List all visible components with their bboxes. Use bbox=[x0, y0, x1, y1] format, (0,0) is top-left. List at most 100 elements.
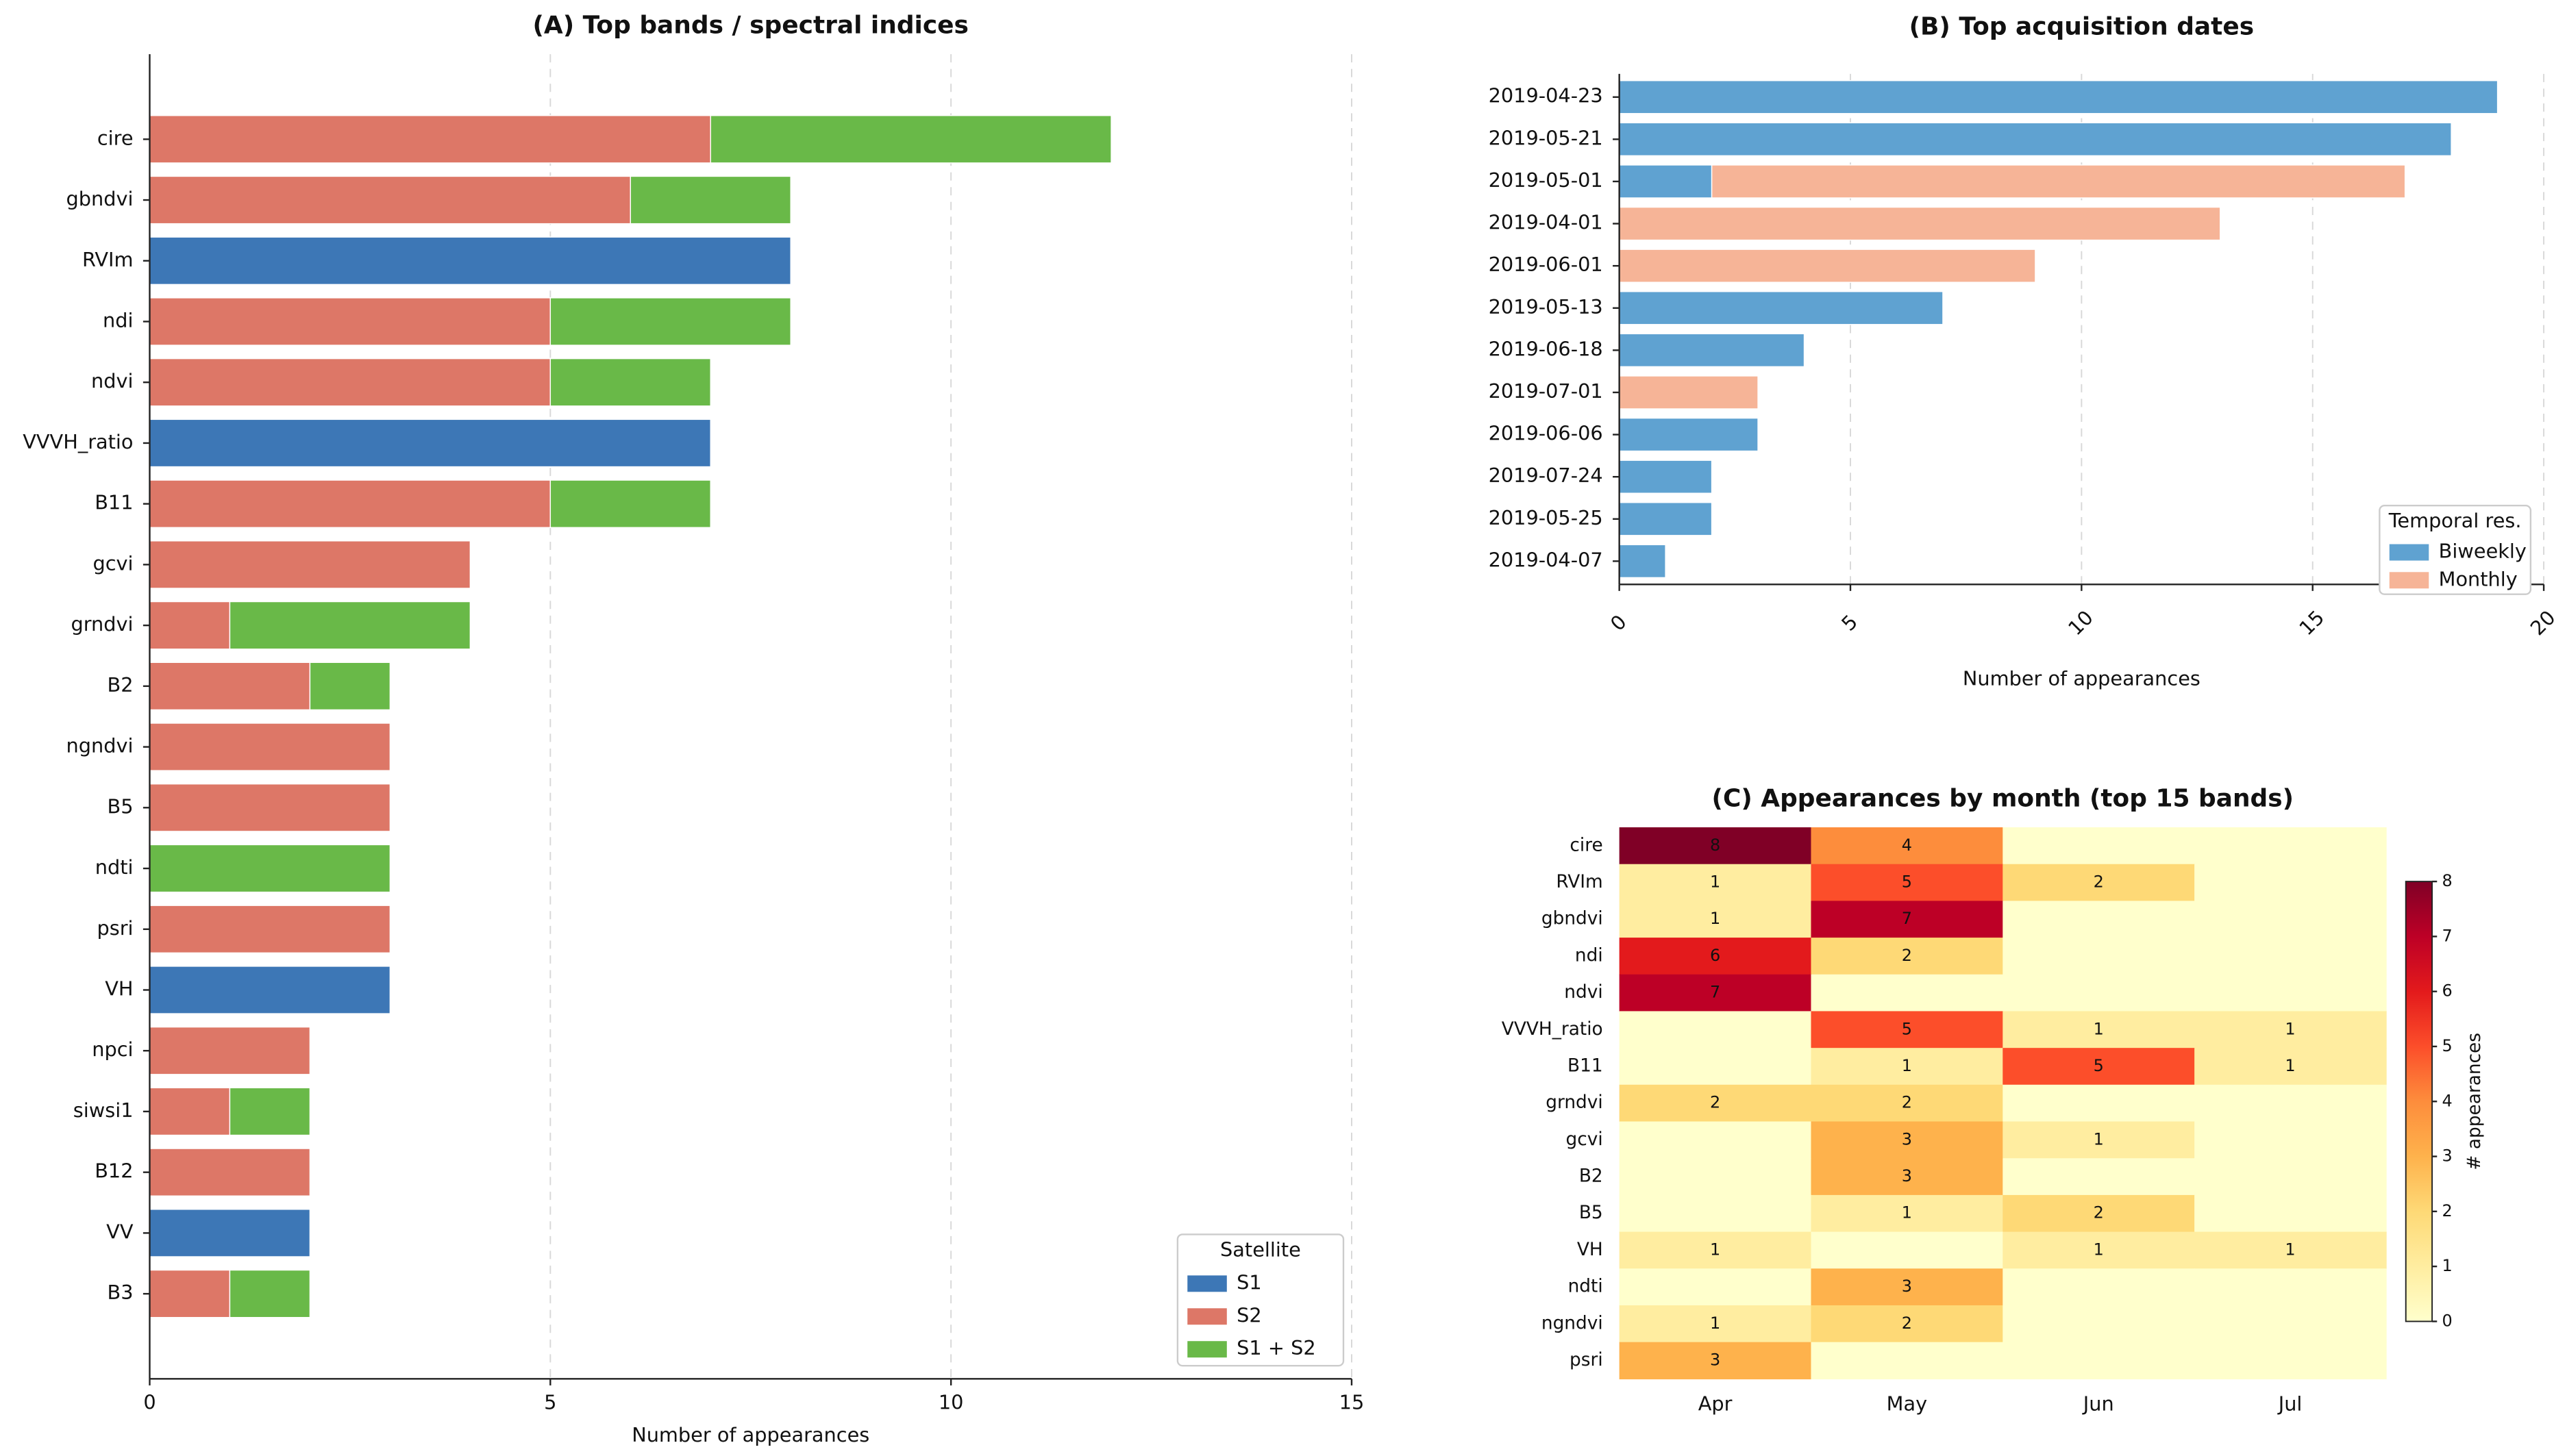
heatmap-cell bbox=[1619, 1305, 1812, 1343]
heatmap-cell bbox=[1811, 1121, 2004, 1159]
bar bbox=[229, 1087, 311, 1136]
y-tick-label: gbndvi bbox=[66, 187, 134, 210]
heatmap-cell bbox=[2194, 1121, 2387, 1159]
cell-label: 3 bbox=[1710, 1351, 1720, 1370]
y-tick-label: ndvi bbox=[91, 369, 133, 392]
bar bbox=[549, 297, 791, 346]
x-tick-label: 0 bbox=[1606, 610, 1631, 636]
y-tick-label: VV bbox=[106, 1220, 134, 1243]
y-tick-label: ndi bbox=[103, 308, 133, 331]
legend-label: S2 bbox=[1237, 1303, 1262, 1327]
legend-swatch bbox=[1187, 1308, 1227, 1325]
cell-label: 6 bbox=[1710, 946, 1720, 965]
cell-label: 1 bbox=[2285, 1019, 2295, 1038]
y-tick-label: gbndvi bbox=[1541, 909, 1603, 929]
cell-label: 7 bbox=[1710, 983, 1720, 1002]
heatmap-cell bbox=[2194, 1011, 2387, 1049]
bar bbox=[630, 175, 791, 225]
heatmap-cell bbox=[2002, 1231, 2195, 1269]
bar bbox=[1618, 206, 2221, 241]
heatmap-cell bbox=[2194, 938, 2387, 975]
cell-label: 1 bbox=[2094, 1019, 2104, 1038]
heatmap-cell bbox=[1619, 901, 1812, 938]
heatmap-cell bbox=[1619, 1158, 1812, 1196]
y-tick-label: ndti bbox=[95, 855, 134, 879]
colorbar-tick-label: 4 bbox=[2442, 1091, 2452, 1110]
bar bbox=[149, 357, 551, 407]
heatmap-cell bbox=[2002, 1268, 2195, 1306]
legend-title: Temporal res. bbox=[2388, 509, 2522, 532]
heatmap-cell bbox=[1811, 1158, 2004, 1196]
colorbar-label: # appearances bbox=[2464, 1033, 2485, 1170]
y-tick-label: 2019-06-06 bbox=[1489, 422, 1603, 445]
bar bbox=[1618, 460, 1713, 494]
cell-label: 1 bbox=[1902, 1203, 1912, 1222]
legend-label: Monthly bbox=[2439, 567, 2518, 590]
bar bbox=[149, 1209, 311, 1257]
y-tick-label: psri bbox=[97, 916, 133, 940]
y-tick-label: B3 bbox=[107, 1281, 133, 1304]
cell-label: 2 bbox=[1902, 1314, 1912, 1333]
bar bbox=[149, 966, 391, 1014]
cell-label: 2 bbox=[1710, 1093, 1720, 1112]
y-tick-label: cire bbox=[97, 126, 134, 149]
colorbar-tick-label: 3 bbox=[2442, 1146, 2452, 1166]
heatmap-cell bbox=[2002, 1084, 2195, 1122]
heatmap-cell bbox=[1811, 901, 2004, 938]
x-tick-label: 10 bbox=[2063, 605, 2098, 640]
y-tick-label: gcvi bbox=[1566, 1129, 1603, 1150]
y-tick-label: 2019-07-01 bbox=[1489, 379, 1603, 403]
chart-title: (C) Appearances by month (top 15 bands) bbox=[1712, 784, 2294, 812]
cell-label: 1 bbox=[1710, 1240, 1720, 1259]
bar bbox=[1618, 375, 1759, 410]
heatmap-cell bbox=[2194, 1158, 2387, 1196]
y-tick-label: 2019-04-07 bbox=[1489, 548, 1603, 571]
heatmap-cell bbox=[2194, 974, 2387, 1012]
heatmap-cell bbox=[1811, 1084, 2004, 1122]
bar bbox=[1618, 122, 2452, 157]
legend-box bbox=[1176, 1233, 1345, 1367]
y-tick-label: VH bbox=[105, 977, 133, 1000]
heatmap-cell bbox=[2002, 938, 2195, 975]
bar bbox=[149, 114, 711, 164]
colorbar-tick-label: 6 bbox=[2442, 981, 2452, 1001]
cell-label: 3 bbox=[1902, 1129, 1912, 1149]
heatmap-cell bbox=[2194, 1268, 2387, 1306]
y-tick-label: cire bbox=[1570, 835, 1602, 855]
y-tick-label: npci bbox=[92, 1038, 133, 1061]
bar bbox=[149, 723, 391, 771]
x-tick-label: 10 bbox=[939, 1390, 964, 1414]
bar bbox=[1618, 79, 2498, 114]
heatmap-cell bbox=[1619, 938, 1812, 975]
y-tick-label: 2019-04-01 bbox=[1489, 211, 1603, 234]
heatmap-cell bbox=[2194, 901, 2387, 938]
bar bbox=[1618, 502, 1713, 536]
cell-label: 3 bbox=[1902, 1166, 1912, 1185]
cell-label: 7 bbox=[1902, 909, 1912, 928]
cell-label: 1 bbox=[1710, 909, 1720, 928]
x-tick-label: Apr bbox=[1698, 1392, 1733, 1416]
bar bbox=[149, 783, 391, 832]
legend-swatch bbox=[1187, 1275, 1227, 1292]
heatmap-cell bbox=[2002, 1305, 2195, 1343]
heatmap-cell bbox=[2002, 1011, 2195, 1049]
y-tick-label: 2019-07-24 bbox=[1489, 464, 1603, 487]
bar bbox=[1711, 164, 2406, 199]
heatmap-cell bbox=[1811, 1342, 2004, 1380]
y-tick-label: ndi bbox=[1575, 945, 1603, 966]
cell-label: 5 bbox=[1902, 873, 1912, 892]
heatmap-cell bbox=[2002, 864, 2195, 902]
bar bbox=[149, 1087, 231, 1136]
heatmap-cell bbox=[2194, 1048, 2387, 1085]
bar bbox=[149, 236, 791, 286]
y-tick-label: B5 bbox=[1579, 1203, 1603, 1223]
heatmap-cell bbox=[1811, 974, 2004, 1012]
bar bbox=[710, 114, 1112, 164]
cell-label: 2 bbox=[2094, 1203, 2104, 1222]
bar bbox=[549, 479, 711, 528]
colorbar-tick-label: 8 bbox=[2442, 871, 2452, 890]
colorbar-tick-label: 7 bbox=[2442, 926, 2452, 945]
x-tick-label: 5 bbox=[1837, 610, 1862, 636]
y-tick-label: VVVH_ratio bbox=[23, 430, 133, 453]
heatmap-cell bbox=[1619, 864, 1812, 902]
